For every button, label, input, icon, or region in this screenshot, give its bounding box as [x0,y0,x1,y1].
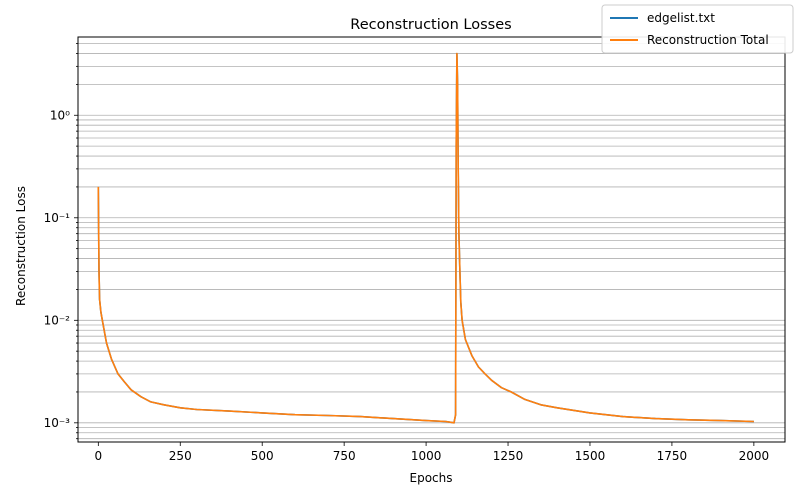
x-tick-label: 500 [251,449,274,463]
series-line-edgelist [97,52,754,424]
x-tick-label: 0 [95,449,103,463]
y-tick-label: 10⁻² [44,313,71,327]
x-tick-label: 2000 [739,449,770,463]
x-tick-label: 1000 [411,449,442,463]
y-tick-label: 10⁰ [50,108,70,122]
legend-label-reconstruction-total: Reconstruction Total [647,33,769,47]
x-tick-label: 1750 [657,449,688,463]
plot-area-frame [77,36,786,443]
y-tick-label: 10⁻¹ [44,211,71,225]
y-axis-ticks: 10⁻³ 10⁻² 10⁻¹ 10⁰ [44,43,78,440]
x-tick-label: 1500 [575,449,606,463]
series-lines [97,52,754,424]
series-line-reconstruction-total [97,52,754,424]
chart-title: Reconstruction Losses [350,17,511,33]
legend-label-edgelist: edgelist.txt [647,11,715,25]
grid-lines [78,43,785,440]
legend-box [601,4,794,54]
x-tick-label: 250 [169,449,192,463]
legend: edgelist.txt Reconstruction Total [601,4,794,54]
y-axis-label: Reconstruction Loss [14,186,28,306]
x-axis-ticks: 0 250 500 750 1000 1250 1500 1750 2000 [95,442,770,463]
y-tick-label: 10⁻³ [44,416,71,430]
x-tick-label: 1250 [493,449,524,463]
x-tick-label: 750 [333,449,356,463]
x-axis-label: Epochs [410,471,453,485]
